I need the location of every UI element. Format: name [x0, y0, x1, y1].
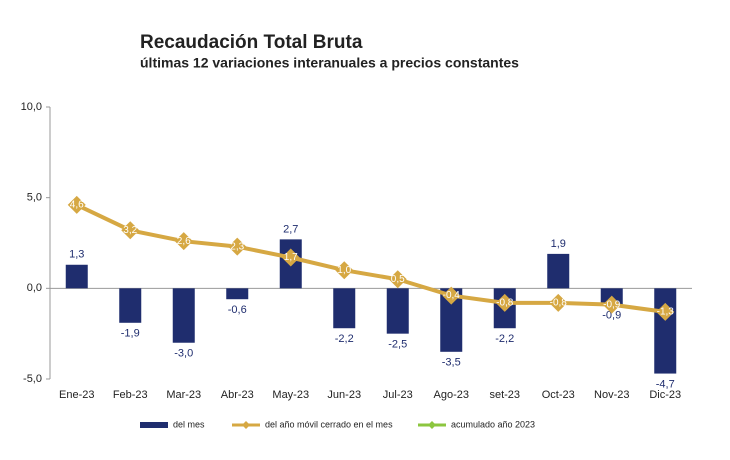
bar-label: 1,3: [69, 249, 84, 261]
line-label: -0,8: [496, 297, 514, 308]
line-marker: [67, 195, 86, 214]
line-label: 1,7: [284, 252, 298, 263]
bar: [65, 264, 88, 289]
chart-subtitle: últimas 12 variaciones interanuales a pr…: [140, 55, 519, 71]
line: [75, 203, 666, 314]
x-tick-label: Oct-23: [542, 389, 575, 401]
line-label: 3,2: [123, 225, 137, 236]
legend-marker: [242, 421, 250, 429]
x-tick-label: Jun-23: [327, 389, 361, 401]
line-label: 1,0: [337, 265, 351, 276]
bar: [654, 288, 677, 374]
x-tick-label: Abr-23: [221, 389, 254, 401]
bar-label: -0,9: [602, 310, 621, 322]
line-marker: [281, 248, 300, 267]
line-marker: [442, 286, 461, 305]
legend-swatch: [140, 422, 168, 428]
x-tick-label: Mar-23: [166, 389, 201, 401]
x-tick-label: Dic-23: [649, 389, 681, 401]
x-tick-label: Jul-23: [383, 389, 413, 401]
line-label: 2,3: [230, 241, 244, 252]
line-marker: [656, 302, 675, 321]
bar: [226, 288, 249, 300]
line-label: -0,8: [550, 297, 568, 308]
y-tick-label: 5,0: [27, 192, 42, 204]
y-tick-label: -5,0: [23, 373, 42, 385]
bar-label: -2,2: [335, 333, 354, 345]
y-tick-label: 10,0: [21, 101, 42, 113]
bar: [172, 288, 195, 343]
bar: [440, 288, 463, 352]
line-marker: [228, 237, 247, 256]
bar-label: -3,5: [442, 357, 461, 369]
line-marker: [174, 232, 193, 251]
bar-label: -3,0: [174, 348, 193, 360]
line-marker: [549, 293, 568, 312]
line-label: 2,6: [177, 236, 191, 247]
legend-label: del mes: [173, 419, 205, 429]
line-marker: [121, 221, 140, 240]
x-tick-label: May-23: [272, 389, 309, 401]
line-marker: [495, 293, 514, 312]
line-label: -0,4: [443, 290, 461, 301]
y-tick-label: 0,0: [27, 282, 42, 294]
bar: [547, 253, 570, 289]
bar-label: -0,6: [228, 304, 247, 316]
bar-label: -2,2: [495, 333, 514, 345]
x-tick-label: Ago-23: [434, 389, 469, 401]
legend-marker: [428, 421, 436, 429]
x-tick-label: Feb-23: [113, 389, 148, 401]
line-marker: [335, 261, 354, 280]
x-tick-label: set-23: [489, 389, 520, 401]
line-marker: [602, 295, 621, 314]
bar-label: 1,9: [551, 238, 566, 250]
line-label: -1,3: [657, 307, 675, 318]
line-marker: [388, 270, 407, 289]
legend-label: acumulado año 2023: [451, 419, 535, 429]
bar: [386, 288, 409, 334]
bar-label: -4,7: [656, 378, 675, 390]
x-tick-label: Nov-23: [594, 389, 629, 401]
bar: [333, 288, 356, 329]
legend-label: del año móvil cerrado en el mes: [265, 419, 393, 429]
bar: [119, 288, 142, 323]
line-label: 4,6: [70, 200, 84, 211]
bar-label: 2,7: [283, 223, 298, 235]
line-label: -0,9: [603, 299, 621, 310]
line-label: 0,5: [391, 274, 405, 285]
bar-label: -2,5: [388, 339, 407, 351]
bar-label: -1,9: [121, 328, 140, 340]
chart-title: Recaudación Total Bruta: [140, 32, 363, 53]
x-tick-label: Ene-23: [59, 389, 94, 401]
